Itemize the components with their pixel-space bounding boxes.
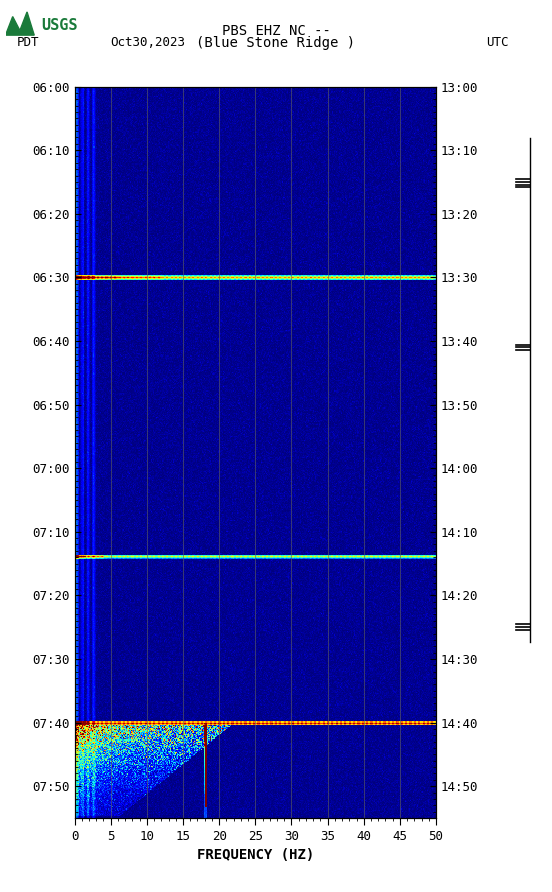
Text: Oct30,2023: Oct30,2023 bbox=[110, 37, 185, 49]
Polygon shape bbox=[6, 12, 34, 35]
Text: (Blue Stone Ridge ): (Blue Stone Ridge ) bbox=[197, 36, 355, 50]
Text: PDT: PDT bbox=[17, 37, 39, 49]
Text: PBS EHZ NC --: PBS EHZ NC -- bbox=[221, 24, 331, 38]
Text: UTC: UTC bbox=[486, 37, 508, 49]
Text: USGS: USGS bbox=[41, 19, 78, 33]
X-axis label: FREQUENCY (HZ): FREQUENCY (HZ) bbox=[197, 848, 314, 863]
